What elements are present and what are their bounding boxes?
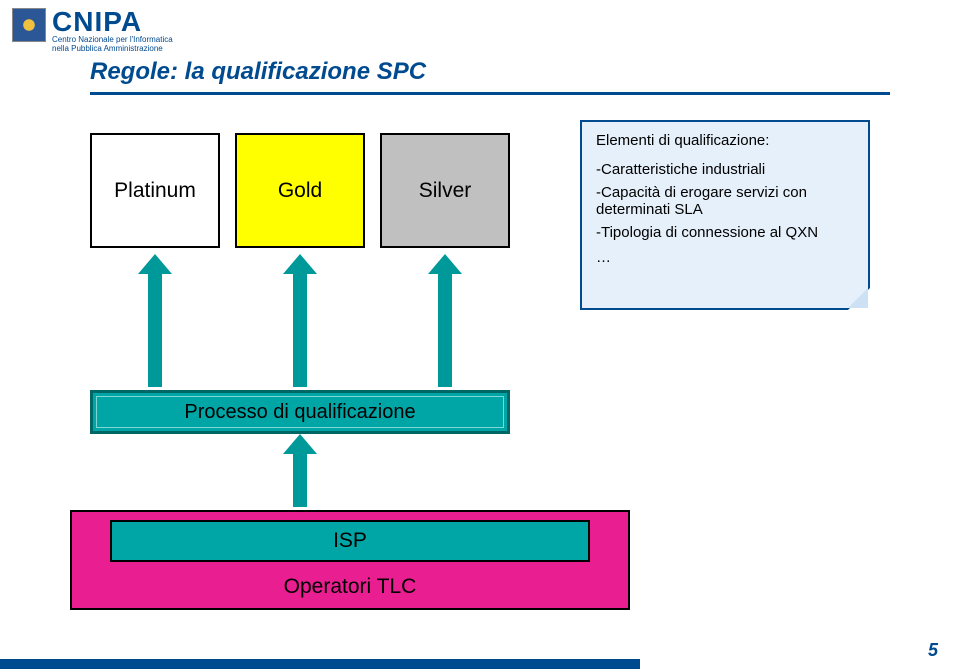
page-title: Regole: la qualificazione SPC bbox=[90, 58, 426, 86]
tlc-label: Operatori TLC bbox=[70, 575, 630, 599]
arrow-to-gold bbox=[293, 272, 307, 387]
tier-platinum: Platinum bbox=[90, 133, 220, 248]
isp-label: ISP bbox=[333, 529, 367, 553]
elements-item-3: -Tipologia di connessione al QXN bbox=[596, 224, 854, 241]
logo-sub2: nella Pubblica Amministrazione bbox=[52, 45, 173, 54]
tier-silver: Silver bbox=[380, 133, 510, 248]
elements-item-2: -Capacità di erogare servizi con determi… bbox=[596, 184, 854, 218]
process-label: Processo di qualificazione bbox=[184, 401, 415, 424]
note-fold-fill bbox=[848, 288, 868, 308]
process-box: Processo di qualificazione bbox=[90, 390, 510, 434]
title-underline bbox=[90, 92, 890, 95]
logo-main: CNIPA bbox=[52, 8, 173, 36]
footer-bar bbox=[0, 659, 640, 669]
page-number: 5 bbox=[928, 640, 938, 661]
arrow-to-platinum bbox=[148, 272, 162, 387]
elements-panel: Elementi di qualificazione: -Caratterist… bbox=[580, 120, 870, 310]
elements-ellipsis: … bbox=[596, 249, 854, 266]
tier-gold-label: Gold bbox=[278, 179, 322, 203]
tier-platinum-label: Platinum bbox=[114, 179, 196, 203]
logo-text: CNIPA Centro Nazionale per l'Informatica… bbox=[52, 8, 173, 54]
elements-item-1: -Caratteristiche industriali bbox=[596, 161, 854, 178]
logo: CNIPA Centro Nazionale per l'Informatica… bbox=[12, 8, 173, 54]
tier-silver-label: Silver bbox=[419, 179, 472, 203]
arrow-to-process bbox=[293, 452, 307, 507]
arrow-to-silver bbox=[438, 272, 452, 387]
tier-gold: Gold bbox=[235, 133, 365, 248]
elements-header: Elementi di qualificazione: bbox=[596, 132, 854, 149]
emblem-icon bbox=[12, 8, 46, 42]
isp-box: ISP bbox=[110, 520, 590, 562]
